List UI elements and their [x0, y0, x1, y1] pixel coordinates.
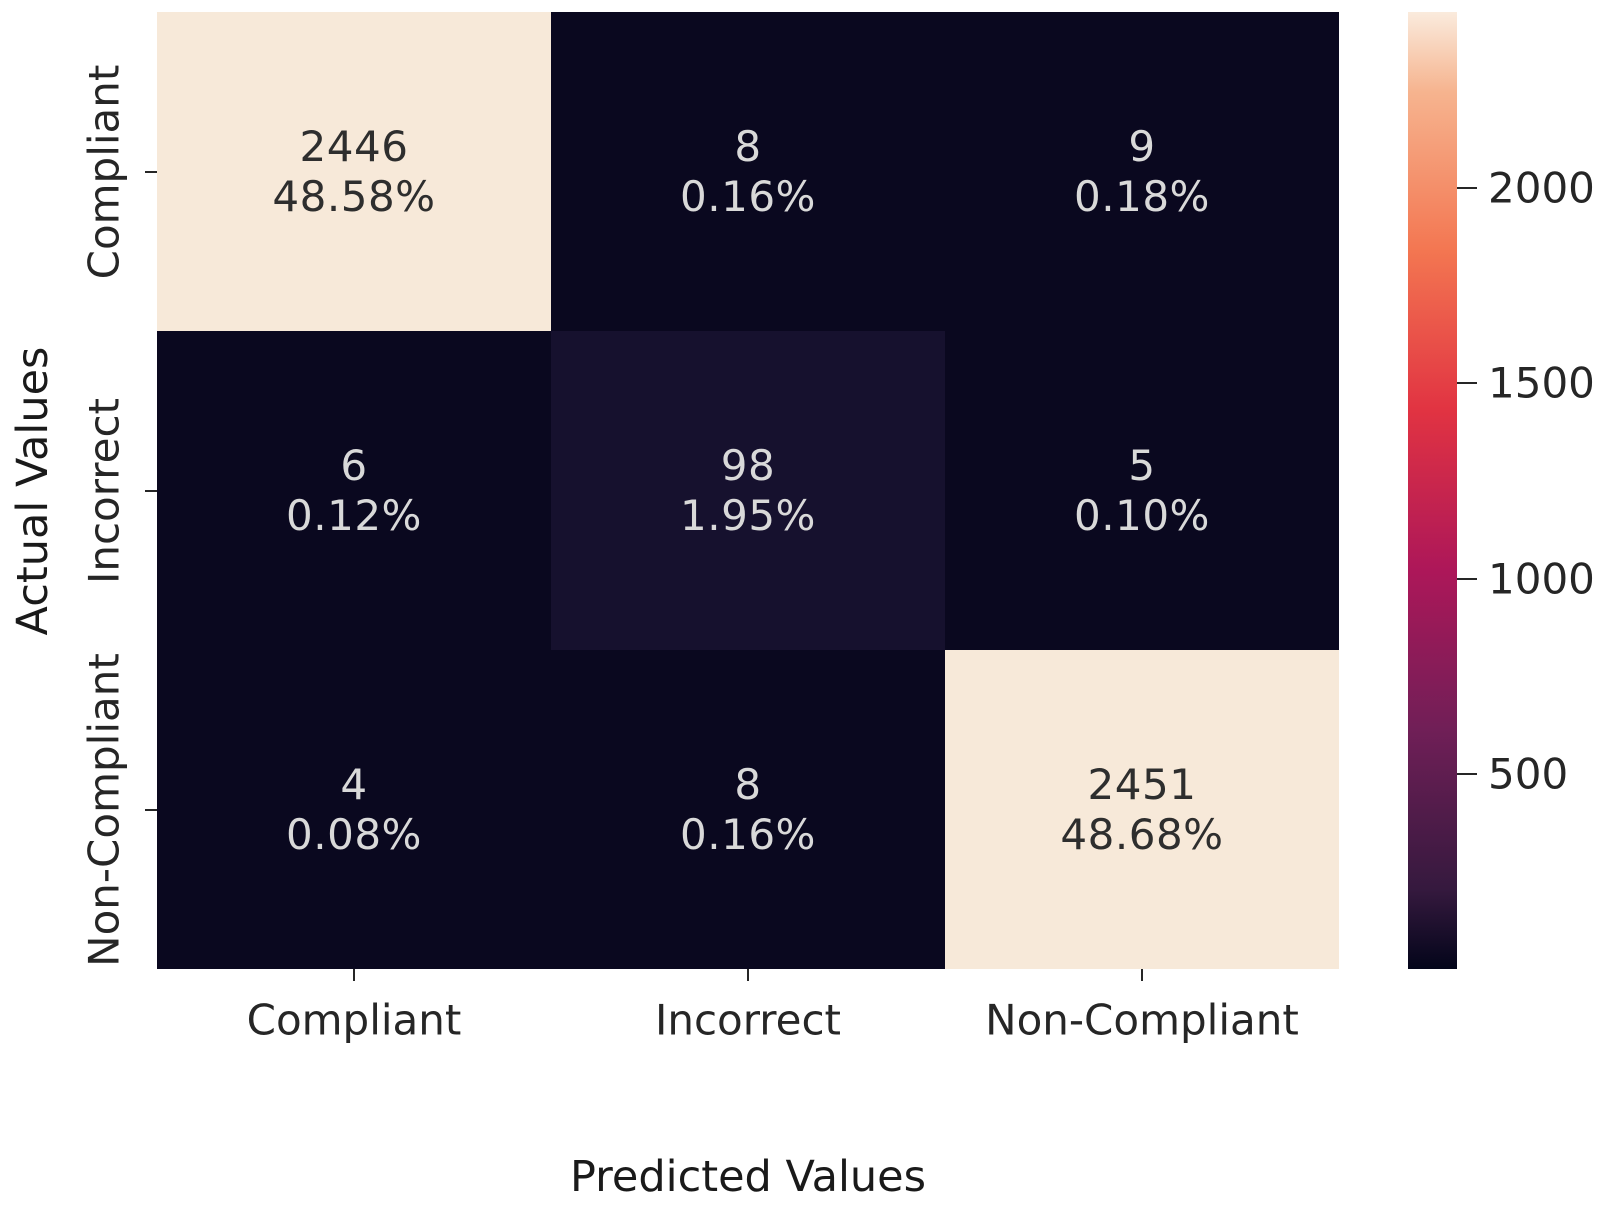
cell-percent: 0.16%	[680, 809, 816, 859]
matrix-cell: 9 0.18%	[945, 12, 1339, 331]
cell-count: 9	[1128, 121, 1156, 171]
cell-percent: 0.12%	[286, 490, 422, 540]
cell-percent: 0.08%	[286, 809, 422, 859]
colorbar-tick-mark	[1457, 577, 1477, 580]
y-tick-mark	[145, 489, 157, 492]
cell-count: 8	[734, 759, 762, 809]
colorbar-tick-mark	[1457, 187, 1477, 190]
x-tick-mark	[353, 969, 355, 981]
cell-percent: 48.58%	[272, 171, 436, 221]
cell-percent: 0.10%	[1074, 490, 1210, 540]
y-tick-mark	[145, 170, 157, 173]
colorbar-tick-mark	[1457, 772, 1477, 775]
matrix-cell: 2446 48.58%	[157, 12, 551, 331]
matrix-cell: 4 0.08%	[157, 650, 551, 969]
x-tick-mark	[1141, 969, 1143, 981]
x-tick-label: Compliant	[246, 995, 462, 1045]
cell-count: 2451	[1087, 759, 1197, 809]
cell-count: 98	[720, 440, 776, 490]
cell-count: 2446	[299, 121, 409, 171]
matrix-cell: 98 1.95%	[551, 331, 945, 650]
colorbar-tick-label: 500	[1488, 749, 1569, 799]
x-tick-label: Incorrect	[654, 995, 842, 1045]
y-tick-label: Compliant	[79, 64, 129, 279]
matrix-cell: 8 0.16%	[551, 650, 945, 969]
cell-percent: 48.68%	[1060, 809, 1224, 859]
cell-count: 6	[340, 440, 368, 490]
cell-percent: 0.18%	[1074, 171, 1210, 221]
cell-count: 5	[1128, 440, 1156, 490]
matrix-cell: 8 0.16%	[551, 12, 945, 331]
colorbar-tick-label: 2000	[1488, 163, 1595, 213]
y-tick-label: Non-Compliant	[79, 652, 129, 967]
colorbar	[1408, 12, 1457, 969]
matrix-cell: 5 0.10%	[945, 331, 1339, 650]
cell-count: 4	[340, 759, 368, 809]
cell-percent: 0.16%	[680, 171, 816, 221]
y-tick-mark	[145, 808, 157, 811]
cell-count: 8	[734, 121, 762, 171]
matrix-cell: 6 0.12%	[157, 331, 551, 650]
x-axis-title: Predicted Values	[569, 1152, 927, 1202]
cell-percent: 1.95%	[680, 490, 816, 540]
colorbar-tick-label: 1500	[1488, 358, 1595, 408]
colorbar-tick-label: 1000	[1488, 554, 1595, 604]
y-tick-label: Incorrect	[79, 397, 129, 584]
heatmap-grid: 2446 48.58% 8 0.16% 9 0.18% 6 0.12% 98 1.95% 5 0.10…	[157, 12, 1339, 969]
y-axis-title: Actual Values	[8, 346, 58, 635]
x-tick-mark	[747, 969, 749, 981]
colorbar-tick-mark	[1457, 382, 1477, 385]
x-tick-label: Non-Compliant	[985, 995, 1299, 1045]
matrix-cell: 2451 48.68%	[945, 650, 1339, 969]
